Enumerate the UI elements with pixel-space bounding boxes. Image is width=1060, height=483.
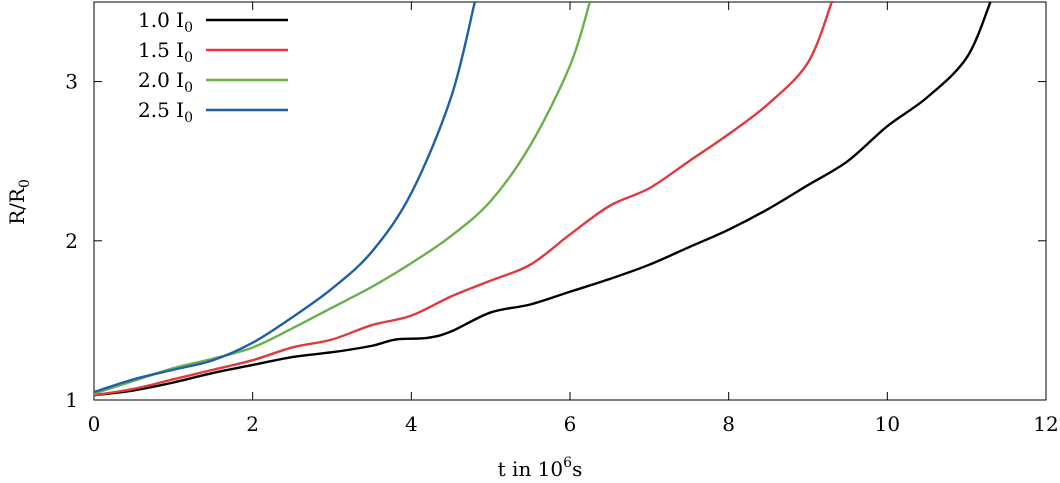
legend-label-3: 2.0 I0 (138, 68, 193, 96)
x-tick-label: 2 (246, 412, 259, 436)
series-line-3 (94, 2, 591, 395)
series-line-2 (94, 2, 833, 397)
series-line-1 (94, 2, 992, 397)
x-axis-label: t in 106s (498, 455, 583, 481)
x-tick-label: 8 (722, 412, 735, 436)
legend-label-2: 1.5 I0 (138, 38, 193, 66)
x-tick-label: 0 (88, 412, 101, 436)
y-tick-label: 3 (65, 70, 78, 94)
series-line-4 (94, 2, 476, 394)
x-tick-label: 4 (405, 412, 418, 436)
plot-frame (93, 1, 1047, 401)
series-lines (94, 2, 992, 397)
x-tick-label: 6 (564, 412, 577, 436)
y-tick-label: 1 (65, 388, 78, 412)
legend-label-4: 2.5 I0 (138, 98, 193, 126)
y-axis-label: R/R0 (5, 179, 33, 225)
x-tick-label: 10 (875, 412, 900, 436)
legend-label-1: 1.0 I0 (138, 8, 193, 36)
x-tick-label: 12 (1033, 412, 1058, 436)
legend: 1.0 I01.5 I02.0 I02.5 I0 (138, 8, 288, 126)
y-tick-label: 2 (65, 229, 78, 253)
